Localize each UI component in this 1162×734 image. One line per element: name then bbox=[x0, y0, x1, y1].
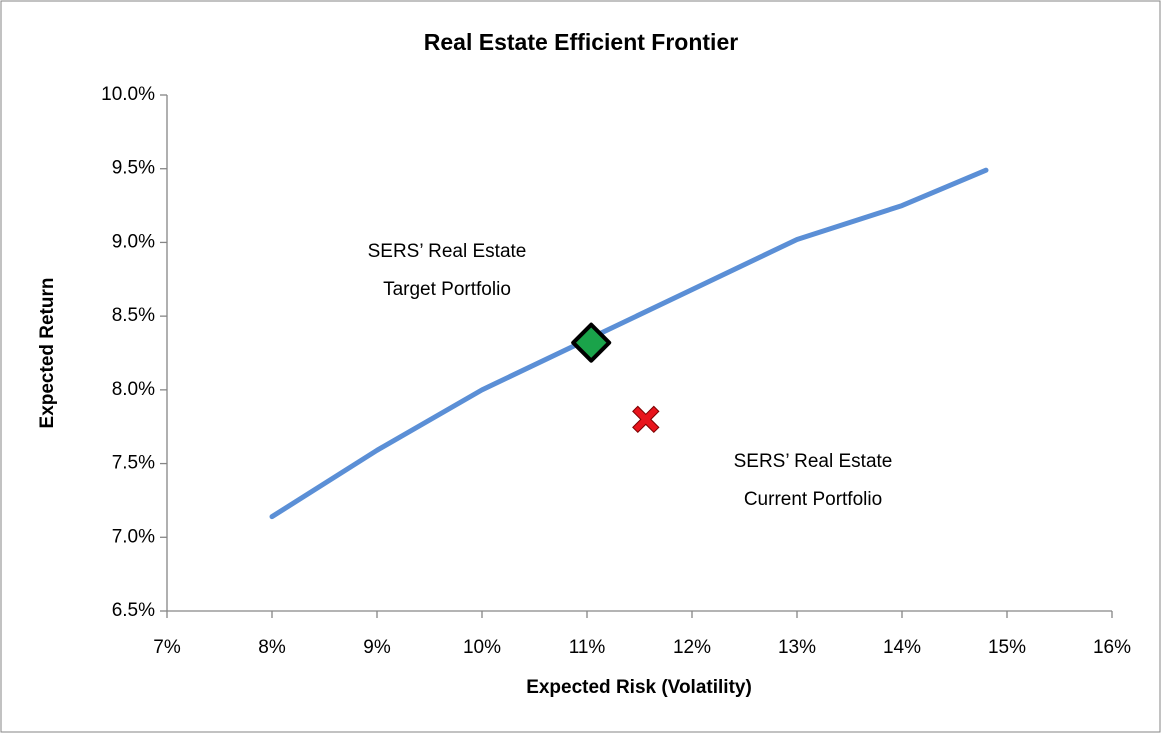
x-tick-label: 13% bbox=[778, 637, 816, 658]
x-tick-label: 14% bbox=[883, 637, 921, 658]
x-tick-label: 15% bbox=[988, 637, 1026, 658]
x-axis-label: Expected Risk (Volatility) bbox=[526, 677, 752, 698]
target-marker bbox=[571, 322, 612, 363]
y-tick-label: 8.5% bbox=[112, 305, 155, 326]
x-tick-label: 10% bbox=[463, 637, 501, 658]
annotation: SERS’ Real Estate bbox=[734, 451, 893, 472]
x-tick-label: 8% bbox=[258, 637, 286, 658]
y-tick-label: 7.0% bbox=[112, 526, 155, 547]
y-tick-label: 7.5% bbox=[112, 453, 155, 474]
annotation: SERS’ Real Estate bbox=[368, 241, 527, 262]
y-tick-label: 6.5% bbox=[112, 600, 155, 621]
x-tick-label: 16% bbox=[1093, 637, 1131, 658]
y-tick-label: 10.0% bbox=[101, 84, 155, 105]
y-tick-label: 9.5% bbox=[112, 158, 155, 179]
x-tick-label: 11% bbox=[569, 637, 606, 658]
x-tick-label: 7% bbox=[153, 637, 181, 658]
y-axis-label: Expected Return bbox=[37, 278, 58, 429]
annotation: Current Portfolio bbox=[744, 489, 882, 510]
current-marker bbox=[632, 405, 660, 434]
y-tick-label: 8.0% bbox=[112, 379, 155, 400]
chart-title: Real Estate Efficient Frontier bbox=[424, 29, 738, 55]
x-tick-label: 9% bbox=[363, 637, 391, 658]
y-tick-label: 9.0% bbox=[112, 231, 155, 252]
annotation: Target Portfolio bbox=[383, 279, 511, 300]
x-tick-label: 12% bbox=[673, 637, 711, 658]
frontier-line bbox=[269, 167, 989, 520]
